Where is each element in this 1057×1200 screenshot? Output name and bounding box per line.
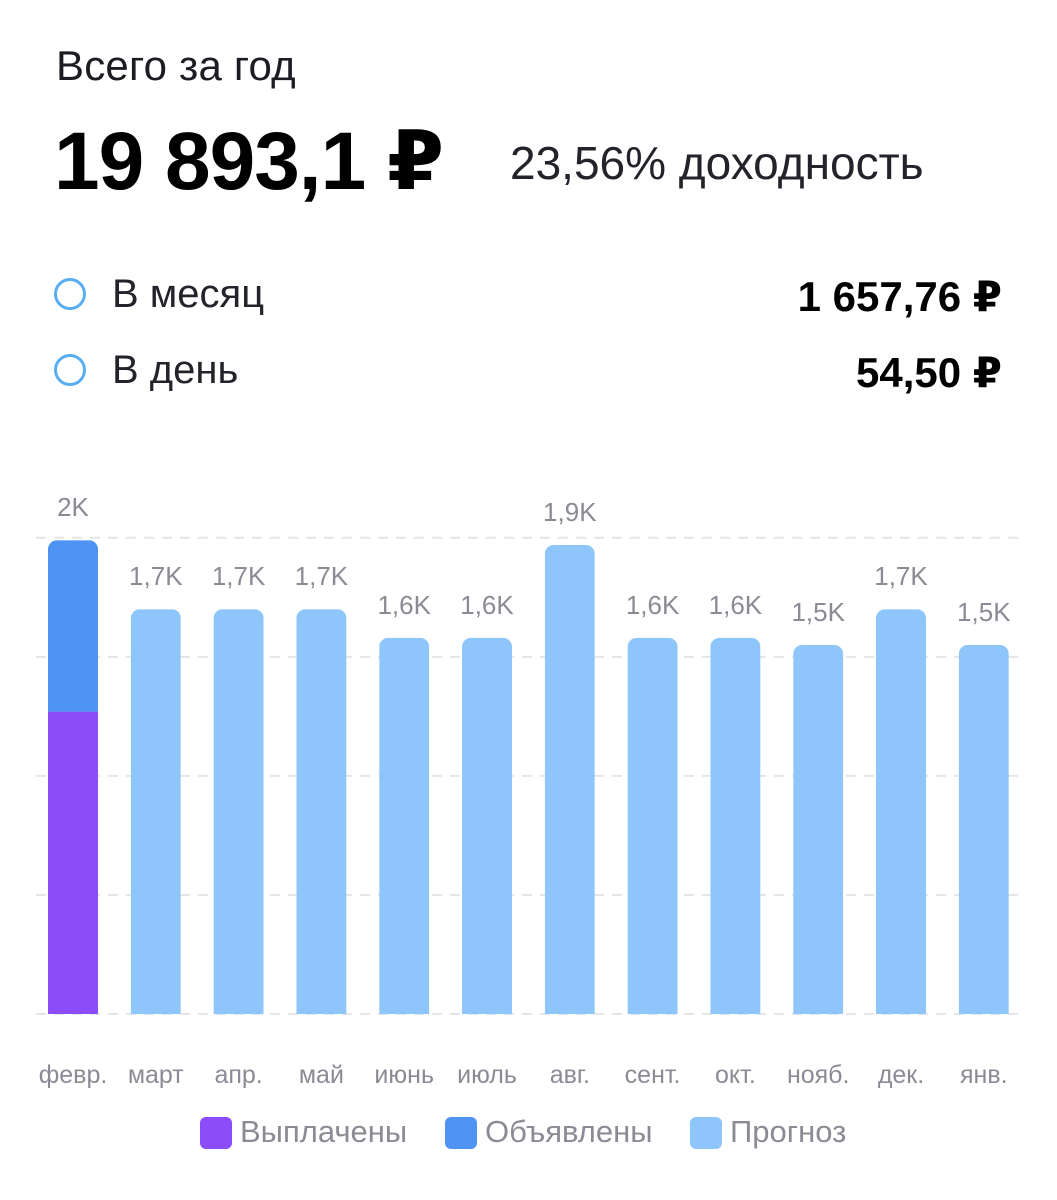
data-label: 1,6K	[377, 590, 431, 620]
bar-group	[379, 637, 430, 1014]
total-amount: 19 893,1 ₽	[54, 116, 444, 207]
chart-bars	[48, 540, 1009, 1014]
dividends-bar-chart: 2K 1,7K 1,7K 1,7K 1,6K 1,6K 1,9K 1,6K 1,6K 1,5K 1,…	[36, 492, 1022, 1089]
bar-forecast	[296, 609, 347, 1014]
chart-grid	[36, 536, 1022, 1015]
bar-group	[958, 644, 1009, 1014]
day-value: 54,50 ₽	[856, 349, 1002, 396]
legend-swatch-declared	[445, 1117, 477, 1149]
bar-group	[627, 637, 678, 1014]
yield-text: 23,56% доходность	[510, 137, 924, 189]
bar-declared	[48, 540, 98, 712]
bar-paid	[48, 711, 98, 1014]
legend-swatch-paid	[200, 1117, 232, 1149]
data-label: 1,7K	[212, 561, 266, 591]
bar-forecast	[544, 544, 595, 1014]
data-label: 1,7K	[874, 561, 928, 591]
bar-group	[48, 540, 98, 1014]
x-tick-label: февр.	[39, 1061, 108, 1089]
bar-forecast	[876, 609, 926, 1014]
bar-group	[130, 609, 181, 1014]
x-tick-label: март	[128, 1061, 184, 1089]
stat-row-day[interactable]: В день 54,50 ₽	[54, 348, 1002, 398]
bar-group	[213, 609, 264, 1014]
bar-forecast	[627, 637, 678, 1014]
bar-group	[462, 637, 512, 1014]
data-label: 1,5K	[791, 597, 845, 627]
chart-legend: Выплачены Объявлены Прогноз	[0, 1112, 1057, 1156]
bar-forecast	[213, 609, 264, 1014]
data-label: 1,7K	[129, 561, 183, 591]
x-tick-label: дек.	[878, 1061, 924, 1089]
bar-forecast	[793, 644, 844, 1014]
legend-label-declared: Объявлены	[485, 1114, 653, 1149]
day-label: В день	[112, 348, 239, 392]
legend-label-paid: Выплачены	[240, 1114, 408, 1149]
chart-data-labels: 2K 1,7K 1,7K 1,7K 1,6K 1,6K 1,9K 1,6K 1,6K 1,5K 1,…	[57, 492, 1011, 627]
bar-group	[876, 609, 926, 1014]
bar-forecast	[379, 637, 430, 1014]
bar-forecast	[710, 637, 761, 1014]
legend-swatch-forecast	[690, 1117, 722, 1149]
chart-x-ticks: февр. март апр. май июнь июль авг. сент. окт. ноя…	[39, 1061, 1008, 1089]
bar-group	[544, 544, 595, 1014]
stat-row-month[interactable]: В месяц 1 657,76 ₽	[54, 272, 1002, 322]
x-tick-label: апр.	[214, 1061, 262, 1089]
x-tick-label: янв.	[960, 1061, 1008, 1089]
bar-group	[296, 609, 347, 1014]
data-label: 1,7K	[295, 561, 349, 591]
data-label: 2K	[57, 492, 89, 522]
bar-forecast	[958, 644, 1009, 1014]
data-label: 1,5K	[957, 597, 1011, 627]
x-tick-label: сент.	[625, 1061, 681, 1089]
title: Всего за год	[56, 42, 296, 89]
x-tick-label: июнь	[374, 1061, 434, 1089]
x-tick-label: нояб.	[787, 1061, 850, 1089]
x-tick-label: окт.	[715, 1061, 756, 1089]
bar-group	[710, 637, 761, 1014]
data-label: 1,9K	[543, 497, 597, 527]
data-label: 1,6K	[626, 590, 680, 620]
data-label: 1,6K	[460, 590, 514, 620]
data-label: 1,6K	[709, 590, 763, 620]
month-value: 1 657,76 ₽	[797, 273, 1002, 320]
x-tick-label: май	[299, 1061, 344, 1089]
legend-label-forecast: Прогноз	[730, 1114, 847, 1149]
x-tick-label: июль	[457, 1061, 517, 1089]
month-label: В месяц	[112, 272, 265, 316]
x-tick-label: авг.	[550, 1061, 590, 1089]
radio-icon[interactable]	[54, 354, 86, 386]
bar-forecast	[130, 609, 181, 1014]
bar-group	[793, 644, 844, 1014]
bar-forecast	[462, 637, 512, 1014]
radio-icon[interactable]	[54, 278, 86, 310]
